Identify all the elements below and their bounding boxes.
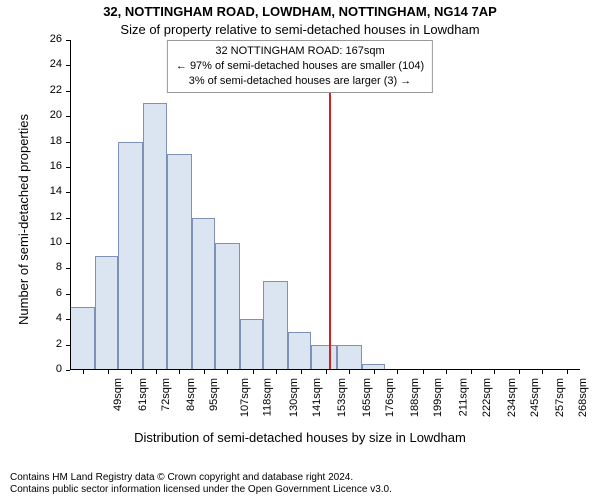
x-tick bbox=[108, 370, 109, 374]
x-tick bbox=[276, 370, 277, 374]
x-tick bbox=[326, 370, 327, 374]
annotation-line-1: 32 NOTTINGHAM ROAD: 167sqm bbox=[176, 44, 424, 59]
y-tick bbox=[66, 40, 70, 41]
y-tick bbox=[66, 91, 70, 92]
annotation-line-3: 3% of semi-detached houses are larger (3… bbox=[176, 74, 424, 89]
x-tick-label: 222sqm bbox=[481, 378, 493, 417]
x-tick-label: 95sqm bbox=[208, 378, 220, 411]
x-tick bbox=[494, 370, 495, 374]
x-tick-label: 176sqm bbox=[384, 378, 396, 417]
x-tick-label: 107sqm bbox=[239, 378, 251, 417]
y-axis-line bbox=[70, 40, 71, 370]
x-tick-label: 268sqm bbox=[577, 378, 589, 417]
y-tick-label: 14 bbox=[32, 185, 62, 197]
annotation-line-2: ← 97% of semi-detached houses are smalle… bbox=[176, 59, 424, 74]
y-tick-label: 0 bbox=[32, 363, 62, 375]
y-tick-label: 12 bbox=[32, 211, 62, 223]
y-tick bbox=[66, 370, 70, 371]
x-tick bbox=[83, 370, 84, 374]
x-tick bbox=[131, 370, 132, 374]
x-tick-label: 245sqm bbox=[529, 378, 541, 417]
x-tick-label: 188sqm bbox=[409, 378, 421, 417]
x-tick-label: 130sqm bbox=[288, 378, 300, 417]
y-tick-label: 10 bbox=[32, 236, 62, 248]
y-tick-label: 26 bbox=[32, 33, 62, 45]
page-subtitle: Size of property relative to semi-detach… bbox=[0, 22, 600, 37]
x-tick-label: 211sqm bbox=[457, 378, 469, 416]
histogram-bar bbox=[192, 218, 215, 370]
x-tick-label: 257sqm bbox=[554, 378, 566, 417]
y-tick-label: 16 bbox=[32, 160, 62, 172]
x-tick bbox=[253, 370, 254, 374]
x-tick bbox=[179, 370, 180, 374]
histogram-bar bbox=[337, 345, 362, 370]
x-tick bbox=[349, 370, 350, 374]
histogram-bar bbox=[215, 243, 240, 370]
x-tick bbox=[204, 370, 205, 374]
y-tick bbox=[66, 243, 70, 244]
y-tick bbox=[66, 65, 70, 66]
x-tick bbox=[156, 370, 157, 374]
x-tick bbox=[519, 370, 520, 374]
y-tick-label: 2 bbox=[32, 338, 62, 350]
x-tick bbox=[374, 370, 375, 374]
y-tick bbox=[66, 167, 70, 168]
y-tick bbox=[66, 192, 70, 193]
y-tick-label: 8 bbox=[32, 261, 62, 273]
x-axis-line bbox=[70, 369, 580, 370]
y-tick-label: 22 bbox=[32, 84, 62, 96]
x-tick-label: 153sqm bbox=[336, 378, 348, 417]
x-tick-label: 49sqm bbox=[112, 378, 124, 411]
histogram-bar bbox=[263, 281, 288, 370]
x-tick-label: 118sqm bbox=[262, 378, 274, 416]
histogram-bar bbox=[288, 332, 311, 370]
y-tick bbox=[66, 294, 70, 295]
y-tick bbox=[66, 345, 70, 346]
x-tick-label: 141sqm bbox=[311, 378, 323, 417]
y-tick bbox=[66, 116, 70, 117]
page-title-address: 32, NOTTINGHAM ROAD, LOWDHAM, NOTTINGHAM… bbox=[0, 4, 600, 19]
x-tick-label: 199sqm bbox=[433, 378, 445, 417]
x-tick bbox=[227, 370, 228, 374]
x-tick bbox=[301, 370, 302, 374]
footer-line-1: Contains HM Land Registry data © Crown c… bbox=[10, 472, 392, 484]
footer-line-2: Contains public sector information licen… bbox=[10, 484, 392, 496]
annotation-box: 32 NOTTINGHAM ROAD: 167sqm ← 97% of semi… bbox=[167, 40, 433, 93]
x-tick bbox=[567, 370, 568, 374]
y-tick bbox=[66, 218, 70, 219]
footer-attribution: Contains HM Land Registry data © Crown c… bbox=[10, 472, 392, 496]
y-tick-label: 20 bbox=[32, 109, 62, 121]
y-tick-label: 18 bbox=[32, 135, 62, 147]
y-tick-label: 6 bbox=[32, 287, 62, 299]
histogram-bar bbox=[167, 154, 192, 370]
histogram-bar bbox=[118, 142, 143, 370]
histogram-bar bbox=[70, 307, 95, 370]
histogram-bar bbox=[311, 345, 336, 370]
x-tick bbox=[397, 370, 398, 374]
x-tick-label: 72sqm bbox=[160, 378, 172, 411]
y-tick bbox=[66, 319, 70, 320]
y-tick-label: 4 bbox=[32, 312, 62, 324]
histogram-bar bbox=[143, 103, 166, 370]
histogram-bar bbox=[240, 319, 263, 370]
x-tick bbox=[542, 370, 543, 374]
y-tick bbox=[66, 142, 70, 143]
x-tick bbox=[446, 370, 447, 374]
y-axis-label: Number of semi-detached properties bbox=[16, 114, 31, 325]
x-tick-label: 61sqm bbox=[137, 378, 149, 411]
y-tick-label: 24 bbox=[32, 58, 62, 70]
x-tick-label: 165sqm bbox=[361, 378, 373, 417]
x-tick bbox=[471, 370, 472, 374]
histogram-bar bbox=[95, 256, 118, 370]
x-tick-label: 84sqm bbox=[185, 378, 197, 411]
x-tick bbox=[423, 370, 424, 374]
y-tick bbox=[66, 268, 70, 269]
x-tick-label: 234sqm bbox=[506, 378, 518, 417]
x-axis-label: Distribution of semi-detached houses by … bbox=[0, 430, 600, 445]
